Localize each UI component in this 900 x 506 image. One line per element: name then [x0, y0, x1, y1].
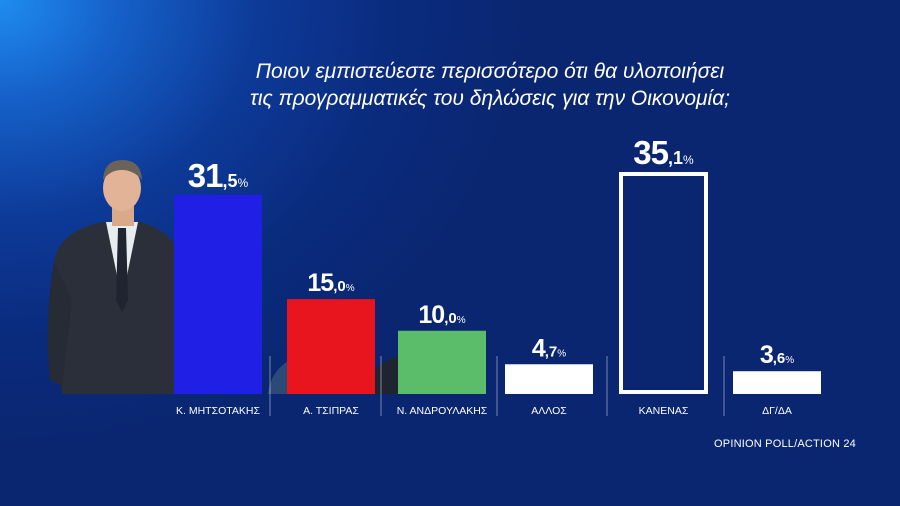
- category-label: Α. ΤΣΙΠΡΑΣ: [303, 405, 359, 417]
- bars-group: [174, 172, 821, 394]
- bar: [619, 172, 708, 394]
- bar: [287, 299, 375, 394]
- bar: [174, 194, 262, 394]
- bar-value-label: 31,5%: [188, 157, 249, 194]
- bar-value-label: 15,0%: [307, 269, 354, 297]
- bar-value-label: 35,1%: [633, 134, 694, 171]
- chart-title-line-1: Ποιον εμπιστεύεστε περισσότερο ότι θα υλ…: [255, 60, 725, 83]
- category-label: Ν. ΑΝΔΡΟΥΛΑΚΗΣ: [397, 405, 488, 417]
- bar: [505, 364, 593, 394]
- category-label: Κ. ΜΗΤΣΟΤΑΚΗΣ: [176, 405, 260, 417]
- category-label: ΔΓ/ΔΑ: [762, 405, 792, 417]
- chart-title-line-2: τις προγραμματικές του δηλώσεις για την …: [249, 87, 731, 110]
- portrait-mitsotakis: [47, 160, 180, 394]
- bar: [733, 371, 821, 394]
- bar-value-label: 3,6%: [760, 341, 794, 369]
- category-label: ΑΛΛΟΣ: [531, 405, 567, 417]
- bar-value-label: 10,0%: [418, 301, 465, 329]
- bar-value-label: 4,7%: [532, 334, 566, 362]
- source-credit: OPINION POLL/ACTION 24: [714, 438, 856, 450]
- category-labels-group: Κ. ΜΗΤΣΟΤΑΚΗΣ Α. ΤΣΙΠΡΑΣ Ν. ΑΝΔΡΟΥΛΑΚΗΣ ΑΛΛ…: [176, 405, 792, 417]
- category-label: ΚΑΝΕΝΑΣ: [639, 405, 689, 417]
- bar: [398, 330, 486, 394]
- category-separators: [269, 356, 725, 416]
- chart-title: Ποιον εμπιστεύεστε περισσότερο ότι θα υλ…: [150, 58, 830, 112]
- value-labels-group: 31,5% 15,0% 10,0% 4,7% 35,1% 3,6%: [188, 134, 794, 369]
